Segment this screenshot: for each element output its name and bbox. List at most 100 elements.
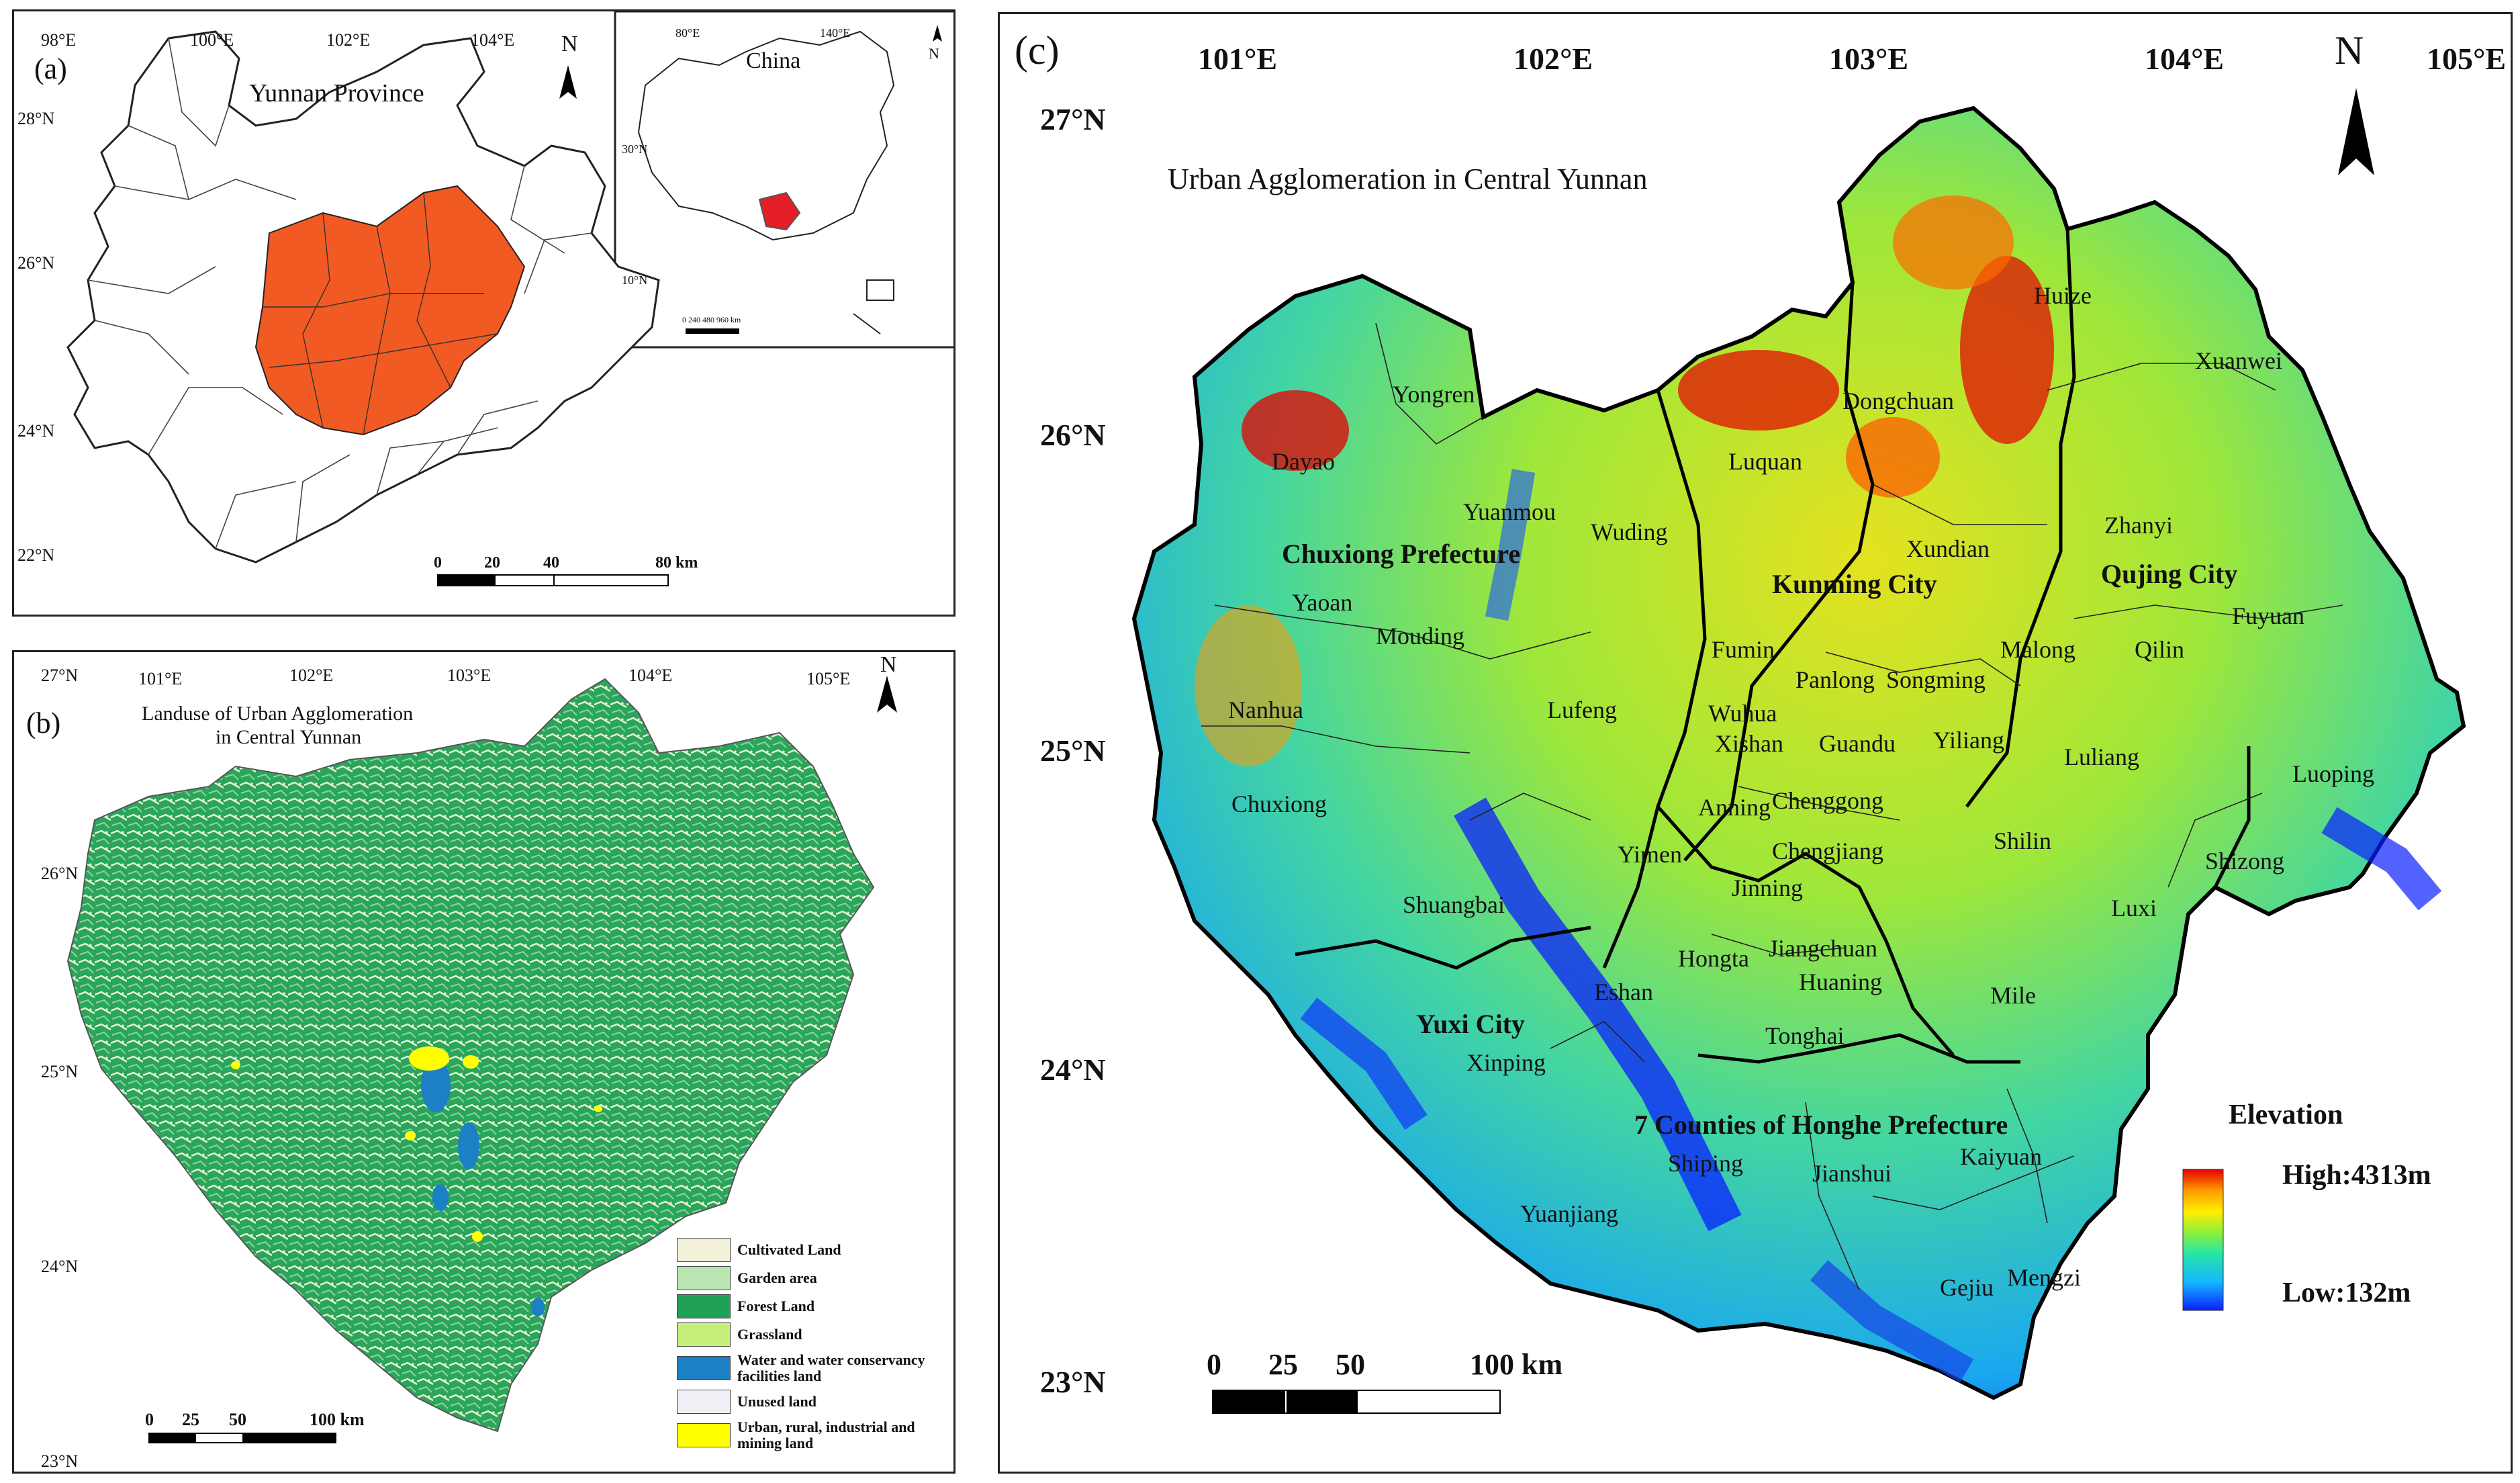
county-label-47: Gejiu <box>1940 1274 1994 1301</box>
lon-tick-c-0: 101°E <box>1198 42 1278 76</box>
lat-tick-a-0: 28°N <box>17 109 55 128</box>
panel-c-title: Urban Agglomeration in Central Yunnan <box>1168 163 1648 195</box>
county-label-21: Xishan <box>1715 730 1783 757</box>
legend-b-swatch-4 <box>677 1356 731 1380</box>
county-label-34: Shuangbai <box>1403 891 1505 918</box>
pref-label-4: 7 Counties of Honghe Prefecture <box>1634 1110 2008 1140</box>
scale-c-2: 50 <box>1336 1348 1365 1381</box>
county-label-45: Kaiyuan <box>1960 1143 2042 1170</box>
county-label-19: Lufeng <box>1547 696 1617 723</box>
county-label-6: Zhanyi <box>2104 512 2173 539</box>
county-label-12: Mouding <box>1376 623 1465 649</box>
county-label-38: Huaning <box>1799 969 1882 995</box>
north-arrow-c <box>2338 88 2374 175</box>
lat-tick-b-2: 25°N <box>41 1062 79 1081</box>
county-label-5: Luquan <box>1728 448 1802 475</box>
legend-b-label-2: Forest Land <box>737 1298 815 1314</box>
elevation-legend-title: Elevation <box>2229 1099 2343 1130</box>
lon-tick-a-3: 104°E <box>471 30 515 50</box>
urban-areas <box>231 1046 602 1242</box>
county-label-1: Xuanwei <box>2195 347 2282 374</box>
legend-b-row-3: Grassland <box>677 1321 802 1348</box>
legend-b-row-1: Garden area <box>677 1265 817 1292</box>
county-boundaries-c <box>1201 322 2343 1291</box>
panel-b-tag: (b) <box>26 707 61 739</box>
lon-tick-b-3: 104°E <box>628 666 673 685</box>
lat-tick-c-2: 25°N <box>1040 733 1106 768</box>
county-label-43: Shiping <box>1668 1150 1744 1177</box>
inset-lon-0: 80°E <box>675 26 700 40</box>
pref-label-3: Yuxi City <box>1416 1009 1525 1039</box>
county-label-24: Luliang <box>2064 744 2139 770</box>
inset-yunnan-highlight <box>758 191 801 231</box>
north-arrow-inset <box>933 25 942 42</box>
lon-tick-b-0: 101°E <box>138 669 183 688</box>
legend-b-row-0: Cultivated Land <box>677 1237 841 1263</box>
north-arrow-b <box>877 676 897 713</box>
scale-c-0: 0 <box>1207 1348 1221 1381</box>
elevation-color-ramp <box>2182 1169 2224 1311</box>
lon-tick-c-1: 102°E <box>1513 42 1593 76</box>
panel-b-title-1: Landuse of Urban Agglomeration <box>142 703 414 725</box>
scale-a-3: 80 km <box>655 554 698 572</box>
inset-title: China <box>746 48 801 73</box>
panel-c-tag: (c) <box>1015 28 1060 73</box>
lat-tick-b-4: 23°N <box>41 1451 79 1471</box>
scale-a-1: 20 <box>484 554 500 572</box>
lat-tick-b-1: 26°N <box>41 864 79 883</box>
county-label-29: Yimen <box>1618 841 1682 868</box>
lon-tick-c-2: 103°E <box>1829 42 1909 76</box>
panel-a-yunnan-location-map: (a) Yunnan Province N 98°E 100°E 102°E 1… <box>12 9 955 617</box>
legend-b-label-1: Garden area <box>737 1269 817 1286</box>
county-label-31: Shilin <box>1994 827 2052 854</box>
legend-b-swatch-1 <box>677 1266 731 1290</box>
scale-b-3: 100 km <box>310 1410 365 1429</box>
scale-bar-c <box>1212 1390 1501 1414</box>
county-label-17: Songming <box>1886 666 1986 693</box>
legend-b-row-2: Forest Land <box>677 1293 814 1320</box>
inset-scale-text: 0 240 480 960 km <box>682 315 741 324</box>
study-area-elevation <box>1131 105 2466 1400</box>
lon-tick-b-2: 103°E <box>447 666 492 685</box>
panel-b-landuse-map: (b) Landuse of Urban Agglomeration in Ce… <box>12 650 955 1474</box>
panel-a-title: Yunnan Province <box>249 79 424 107</box>
inset-lat-1: 10°N <box>622 273 648 287</box>
prefecture-boundaries <box>1295 228 2251 1064</box>
south-china-sea-islands <box>853 279 894 334</box>
county-label-8: Wuding <box>1591 519 1668 545</box>
elevation-legend-high: High:4313m <box>2282 1160 2431 1191</box>
county-label-37: Jiangchuan <box>1769 935 1877 962</box>
county-label-0: Huize <box>2034 282 2092 309</box>
county-label-13: Fumin <box>1712 636 1775 663</box>
legend-b-row-6: Urban, rural, industrial and mining land <box>677 1417 939 1454</box>
county-label-4: Dayao <box>1272 448 1335 475</box>
county-label-42: Xinping <box>1466 1049 1546 1076</box>
scale-b-2: 50 <box>229 1410 246 1429</box>
legend-b-label-0: Cultivated Land <box>737 1241 841 1258</box>
county-label-11: Fuyuan <box>2232 602 2304 629</box>
county-label-44: Jianshui <box>1812 1160 1892 1187</box>
inset-north-label: N <box>929 45 939 62</box>
county-label-3: Yongren <box>1393 381 1475 408</box>
county-label-46: Yuanjiang <box>1520 1200 1618 1227</box>
county-label-26: Chuxiong <box>1231 791 1327 817</box>
county-label-14: Malong <box>2000 636 2075 663</box>
county-label-40: Mile <box>1990 982 2036 1009</box>
scale-a-0: 0 <box>434 554 442 572</box>
county-label-33: Jinning <box>1732 874 1804 901</box>
water-bodies <box>421 1059 545 1316</box>
lon-tick-b-1: 102°E <box>289 666 334 685</box>
county-label-15: Qilin <box>2135 636 2185 663</box>
legend-b-swatch-2 <box>677 1294 731 1318</box>
landuse-map-graphic <box>66 676 897 1433</box>
county-label-10: Yaoan <box>1292 589 1353 616</box>
legend-b-label-3: Grassland <box>737 1326 802 1343</box>
lat-tick-a-3: 22°N <box>17 545 55 565</box>
north-label-a: N <box>561 32 578 56</box>
lon-tick-a-1: 100°E <box>190 30 234 50</box>
scale-bar-a <box>437 574 669 586</box>
lat-tick-c-3: 24°N <box>1040 1052 1106 1087</box>
county-label-25: Luoping <box>2292 760 2374 787</box>
county-label-32: Shizong <box>2205 848 2285 874</box>
china-outline <box>637 30 895 241</box>
